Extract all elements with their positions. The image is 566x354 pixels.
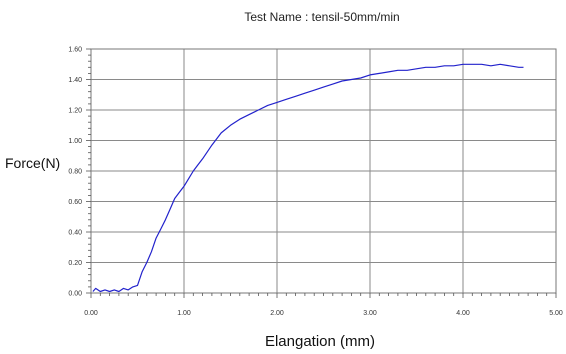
- grid: [91, 49, 556, 293]
- y-axis-label: Force(N): [5, 155, 60, 171]
- y-tick-label: 0.60: [68, 199, 82, 206]
- y-tick-label: 1.20: [68, 108, 82, 115]
- y-tick-label: 0.80: [68, 169, 82, 176]
- y-tick-labels: 0.00 0.20 0.40 0.60 0.80 1.00 1.20 1.40 1.60: [68, 47, 82, 298]
- y-tick-label: 0.20: [68, 260, 82, 267]
- x-tick-label: 5.00: [549, 310, 563, 317]
- tick-marks: [86, 48, 557, 298]
- x-tick-labels: 0.00 1.00 2.00 3.00 4.00 5.00: [84, 310, 563, 317]
- y-tick-label: 1.60: [68, 47, 82, 54]
- x-axis-label: Elangation (mm): [265, 333, 375, 350]
- y-tick-label: 1.40: [68, 77, 82, 84]
- force-elongation-line: [92, 63, 524, 293]
- x-tick-label: 1.00: [177, 310, 191, 317]
- x-tick-label: 4.00: [456, 310, 470, 317]
- y-tick-label: 0.40: [68, 230, 82, 237]
- chart-title: Test Name : tensil-50mm/min: [244, 10, 399, 24]
- y-tick-label: 0.00: [68, 291, 82, 298]
- x-tick-label: 0.00: [84, 310, 98, 317]
- y-tick-label: 1.00: [68, 138, 82, 145]
- x-tick-label: 3.00: [363, 310, 377, 317]
- x-tick-label: 2.00: [270, 310, 284, 317]
